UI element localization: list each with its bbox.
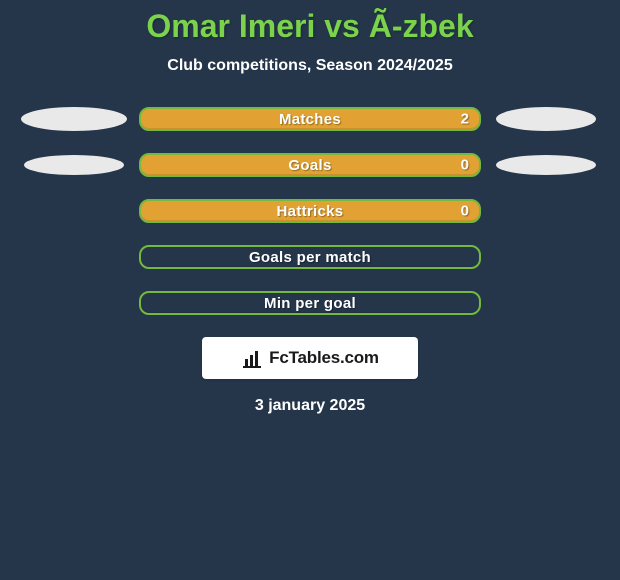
stat-bar-value: 0 xyxy=(461,157,469,174)
left-marker-slot xyxy=(19,107,129,131)
stat-bar-label: Goals xyxy=(288,157,331,174)
left-marker-slot xyxy=(19,199,129,223)
stats-comparison-card: Omar Imeri vs Ã-zbek Club competitions, … xyxy=(0,0,620,580)
right-marker-slot xyxy=(491,245,601,269)
left-ellipse-marker xyxy=(24,155,124,175)
stat-row-matches: Matches 2 xyxy=(10,107,610,131)
right-marker-slot xyxy=(491,107,601,131)
stat-bar-hattricks: Hattricks 0 xyxy=(139,199,481,223)
stat-row-hattricks: Hattricks 0 xyxy=(10,199,610,223)
left-ellipse-marker xyxy=(21,107,127,131)
stat-bar-label: Hattricks xyxy=(277,203,344,220)
stat-bar-goals: Goals 0 xyxy=(139,153,481,177)
stat-bar-label: Matches xyxy=(279,111,341,128)
branding-text: FcTables.com xyxy=(269,348,379,368)
page-title: Omar Imeri vs Ã-zbek xyxy=(0,0,620,45)
stat-bar-label: Min per goal xyxy=(264,295,356,312)
stat-bar-matches: Matches 2 xyxy=(139,107,481,131)
stat-bar-min-per-goal: Min per goal xyxy=(139,291,481,315)
stat-bar-value: 0 xyxy=(461,203,469,220)
right-ellipse-marker xyxy=(496,155,596,175)
branding-badge[interactable]: FcTables.com xyxy=(202,337,418,379)
stat-bar-label: Goals per match xyxy=(249,249,371,266)
stat-bar-goals-per-match: Goals per match xyxy=(139,245,481,269)
stat-bar-value: 2 xyxy=(461,111,469,128)
stat-row-goals-per-match: Goals per match xyxy=(10,245,610,269)
bar-chart-icon xyxy=(241,347,263,369)
left-marker-slot xyxy=(19,291,129,315)
right-ellipse-marker xyxy=(496,107,596,131)
stat-row-goals: Goals 0 xyxy=(10,153,610,177)
stat-row-min-per-goal: Min per goal xyxy=(10,291,610,315)
right-marker-slot xyxy=(491,153,601,177)
left-marker-slot xyxy=(19,245,129,269)
date-label: 3 january 2025 xyxy=(0,397,620,415)
stat-rows: Matches 2 Goals 0 Hattricks xyxy=(0,107,620,315)
left-marker-slot xyxy=(19,153,129,177)
right-marker-slot xyxy=(491,199,601,223)
right-marker-slot xyxy=(491,291,601,315)
page-subtitle: Club competitions, Season 2024/2025 xyxy=(0,57,620,75)
